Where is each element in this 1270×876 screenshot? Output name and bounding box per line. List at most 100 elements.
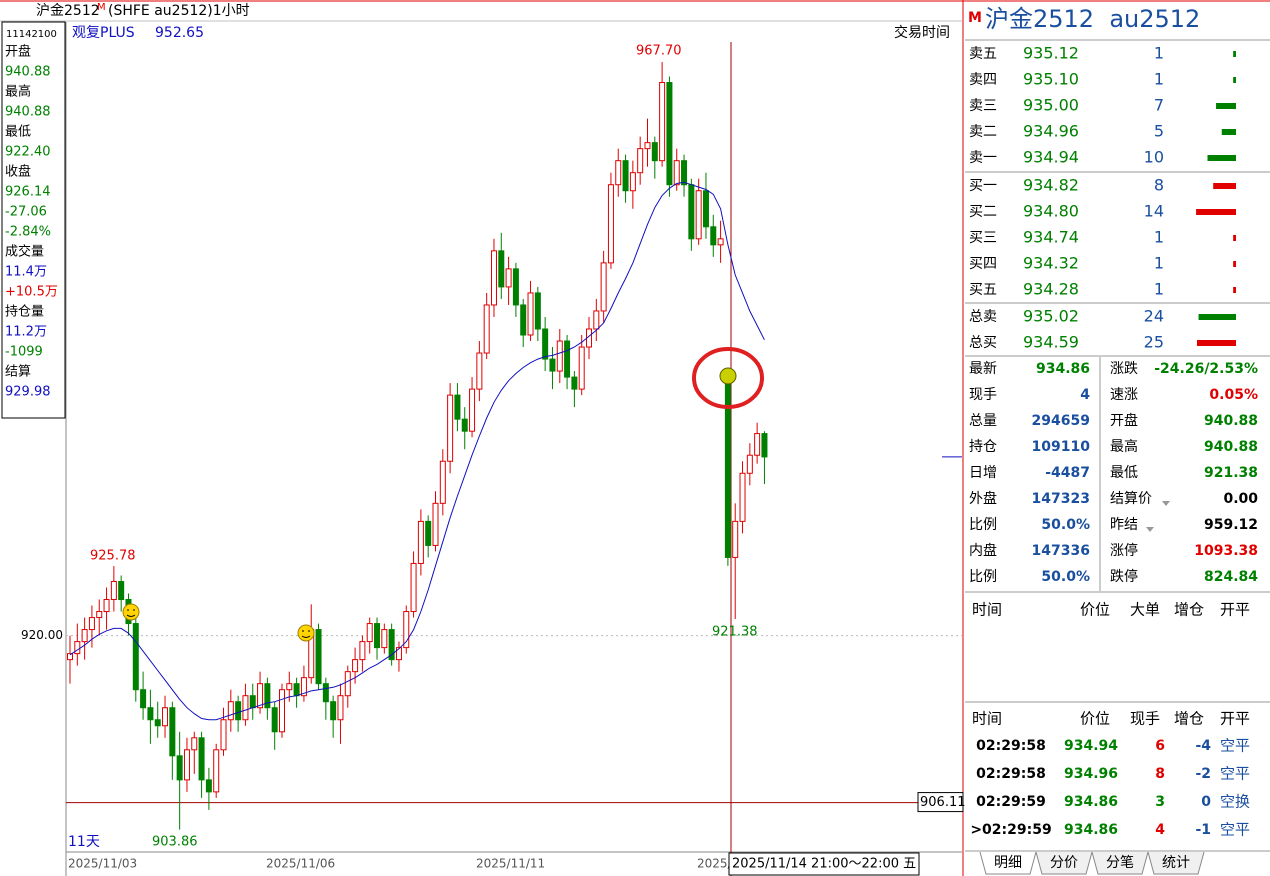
trade-type: 空平	[1220, 737, 1250, 755]
book-bar	[1197, 340, 1236, 346]
trade-change: -2	[1195, 766, 1211, 782]
candle-body	[454, 394, 461, 420]
candle-body	[388, 629, 395, 661]
candle-body	[732, 520, 739, 558]
info-line: 结算	[5, 365, 31, 380]
quote-label: 总量	[969, 413, 997, 429]
column-header: 时间	[972, 710, 1002, 728]
quote-value: 50.0%	[1041, 517, 1090, 533]
quote-value: 294659	[1032, 413, 1090, 429]
header-flag: M	[97, 2, 106, 13]
book-bar	[1196, 209, 1236, 215]
tab-label[interactable]: 分价	[1050, 855, 1078, 871]
book-label: 买三	[969, 230, 997, 246]
book-price: 934.74	[1023, 228, 1079, 247]
trade-time: 02:29:58	[976, 766, 1046, 782]
candle-body	[286, 683, 293, 691]
info-line: 11.4万	[5, 265, 47, 280]
tab[interactable]	[979, 851, 1037, 875]
trade-volume: 8	[1155, 766, 1165, 782]
smiley-icon	[297, 624, 315, 642]
candle-body	[81, 629, 88, 643]
quote-value: 940.88	[1204, 439, 1258, 455]
info-line: 922.40	[5, 145, 51, 160]
candle-body	[183, 749, 190, 781]
book-label: 卖一	[969, 150, 997, 166]
book-label: 卖二	[969, 124, 997, 140]
candle-body	[688, 184, 695, 240]
candle-body	[257, 683, 264, 709]
book-volume: 7	[1154, 96, 1164, 115]
quote-label: 日增	[969, 465, 997, 481]
candle-body	[278, 689, 285, 733]
book-volume: 1	[1154, 280, 1164, 299]
candle-body	[542, 328, 549, 360]
info-line: 940.88	[5, 65, 51, 80]
candle-body	[366, 623, 373, 643]
candle-body	[644, 142, 651, 150]
quote-flag: M	[968, 10, 982, 26]
x-label: 2025/11/03	[68, 857, 137, 871]
candle-body	[483, 304, 490, 354]
column-header: 开平	[1220, 710, 1250, 728]
candle-body	[629, 172, 636, 192]
time-label: 交易时间	[894, 24, 950, 41]
tab-label[interactable]: 分笔	[1106, 855, 1134, 871]
highlight-ring	[692, 347, 764, 409]
tab[interactable]	[1035, 851, 1093, 875]
candle-body	[191, 737, 198, 751]
info-line: -27.06	[5, 205, 47, 220]
book-bar	[1233, 51, 1236, 57]
candle-body	[169, 707, 176, 757]
book-bar	[1233, 261, 1236, 267]
quote-label: 昨结	[1110, 517, 1138, 533]
candle-body	[162, 707, 169, 727]
book-bar	[1233, 77, 1236, 83]
candle-body	[235, 701, 242, 721]
span-label: 11天	[68, 834, 100, 850]
candle-body	[67, 653, 73, 661]
candle-body	[330, 701, 337, 721]
extreme-label: 903.86	[152, 835, 198, 850]
header-title: 沪金2512	[36, 3, 100, 19]
candle-body	[673, 160, 680, 186]
candle-body	[761, 433, 768, 458]
dropdown-icons	[1146, 501, 1170, 532]
candle-body	[249, 695, 256, 709]
candle-body	[410, 562, 417, 613]
candle-body	[118, 580, 125, 601]
quote-label: 涨停	[1110, 542, 1138, 559]
tab-label[interactable]: 明细	[994, 855, 1022, 871]
candle-body	[88, 617, 95, 631]
candle-body	[739, 472, 746, 522]
candle-body	[198, 737, 205, 781]
book-bar	[1216, 103, 1236, 109]
candle-body	[264, 683, 271, 709]
candle-body	[476, 352, 483, 390]
tab[interactable]	[1091, 851, 1149, 875]
candle-body	[622, 160, 629, 192]
candle-body	[651, 142, 658, 162]
book-price: 934.59	[1023, 333, 1079, 352]
extreme-label: 925.78	[90, 549, 136, 564]
y-tick-label: 920.00	[21, 628, 63, 642]
info-line: 最低	[5, 125, 31, 140]
book-volume: 25	[1144, 333, 1164, 352]
book-volume: 8	[1154, 176, 1164, 195]
book-bar	[1207, 155, 1236, 161]
book-label: 总卖	[969, 309, 997, 325]
candle-body	[359, 641, 366, 661]
tab[interactable]	[1147, 851, 1205, 875]
tab-label[interactable]: 统计	[1162, 855, 1190, 871]
trade-change: -1	[1195, 822, 1211, 838]
price-line-box	[917, 792, 964, 813]
book-label: 总买	[969, 335, 997, 351]
candle-body	[352, 659, 359, 673]
candle-body	[607, 184, 614, 264]
smiley-icon	[122, 603, 140, 621]
quote-label: 跌停	[1110, 568, 1138, 585]
candle-body	[469, 388, 476, 432]
book-bar	[1213, 183, 1236, 189]
quote-value: 934.86	[1036, 361, 1090, 377]
candle-body	[505, 268, 512, 288]
